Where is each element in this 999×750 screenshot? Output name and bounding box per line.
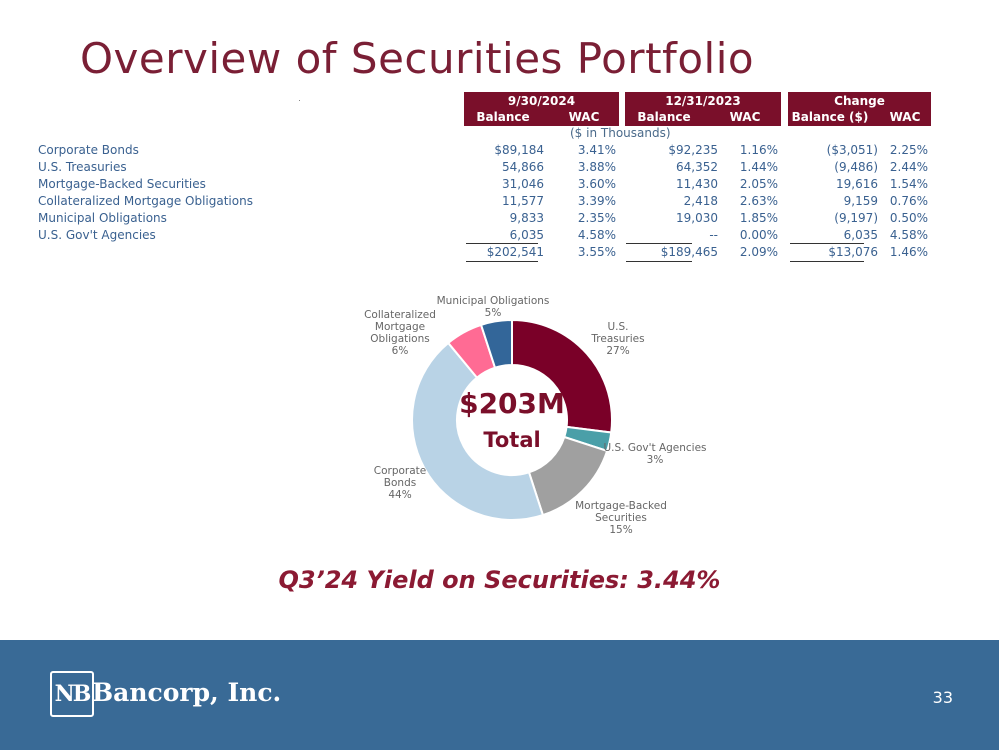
row-label: Corporate Bonds <box>38 143 139 157</box>
slice-label-corporate: Corporate Bonds 44% <box>373 465 427 501</box>
cell-wac-2024: 4.58% <box>577 228 616 242</box>
subtotal-rule <box>626 243 692 244</box>
page-number: 33 <box>932 688 953 707</box>
slice-label-treasuries: U.S. Treasuries 27% <box>591 321 645 357</box>
slice-label-cmo: Collateralized Mortgage Obligations 6% <box>364 309 436 357</box>
cell-balance-2024: 9,833 <box>509 211 544 225</box>
donut-center-label: Total <box>483 428 541 452</box>
table-row: U.S. Gov't Agencies 6,035 4.58% -- 0.00%… <box>0 228 999 245</box>
cell-wac-2024: 3.41% <box>577 143 616 157</box>
cell-balance-2023: 19,030 <box>676 211 718 225</box>
table-row: Municipal Obligations 9,833 2.35% 19,030… <box>0 211 999 228</box>
cell-wac-2023: 1.44% <box>739 160 778 174</box>
row-label: Municipal Obligations <box>38 211 167 225</box>
header-balance: Balance <box>637 110 691 124</box>
securities-table: 9/30/2024 Balance WAC 12/31/2023 Balance… <box>0 0 999 270</box>
cell-balance-2023: 2,418 <box>683 194 718 208</box>
cell-wac-2023: 2.63% <box>739 194 778 208</box>
header-period-3: Change Balance ($) WAC <box>788 92 931 126</box>
header-period-1: 9/30/2024 Balance WAC <box>464 92 619 126</box>
cell-wac-change: 0.50% <box>889 211 928 225</box>
total-balance-2024: $202,541 <box>486 245 544 259</box>
table-row: U.S. Treasuries 54,866 3.88% 64,352 1.44… <box>0 160 999 177</box>
header-period-label: Change <box>834 94 885 108</box>
cell-balance-2024: 6,035 <box>509 228 544 242</box>
header-period-label: 9/30/2024 <box>507 94 576 108</box>
cell-wac-2023: 1.85% <box>739 211 778 225</box>
cell-wac-2024: 3.39% <box>577 194 616 208</box>
total-rule <box>466 261 538 262</box>
slice-label-gov-agencies: U.S. Gov't Agencies 3% <box>603 442 707 466</box>
cell-balance-2024: 11,577 <box>502 194 544 208</box>
cell-balance-change: 19,616 <box>836 177 878 191</box>
header-balance: Balance ($) <box>791 110 869 124</box>
total-rule <box>790 261 864 262</box>
total-wac-2023: 2.09% <box>739 245 778 259</box>
donut-slice-u-s-treasuries <box>511 318 613 434</box>
cell-wac-2024: 3.88% <box>577 160 616 174</box>
donut-center-amount: $203M <box>459 387 565 420</box>
row-label: Mortgage-Backed Securities <box>38 177 206 191</box>
cell-balance-2024: 31,046 <box>502 177 544 191</box>
total-balance-2023: $189,465 <box>660 245 718 259</box>
total-wac-change: 1.46% <box>889 245 928 259</box>
yield-callout: Q3’24 Yield on Securities: 3.44% <box>278 566 721 594</box>
header-period-label: 12/31/2023 <box>665 94 741 108</box>
cell-balance-change: (9,197) <box>834 211 878 225</box>
header-wac: WAC <box>568 110 600 124</box>
cell-balance-change: (9,486) <box>834 160 878 174</box>
donut-slice-municipal-obligations <box>479 318 513 369</box>
header-wac: WAC <box>729 110 761 124</box>
cell-wac-2024: 3.60% <box>577 177 616 191</box>
slice-label-mbs: Mortgage-Backed Securities 15% <box>575 500 667 536</box>
units-note: ($ in Thousands) <box>570 126 671 140</box>
table-total-row: $202,541 3.55% $189,465 2.09% $13,076 1.… <box>0 245 999 262</box>
company-logo-mark: NB <box>50 671 94 717</box>
slice-label-municipal: Municipal Obligations 5% <box>436 295 550 319</box>
cell-wac-2023: 1.16% <box>739 143 778 157</box>
cell-balance-2023: -- <box>709 228 718 242</box>
portfolio-donut-chart: $203M Total U.S. Treasuries 27% U.S. Gov… <box>340 285 740 545</box>
subtotal-rule <box>466 243 538 244</box>
cell-balance-2023: 64,352 <box>676 160 718 174</box>
cell-balance-2023: 11,430 <box>676 177 718 191</box>
cell-balance-change: ($3,051) <box>826 143 878 157</box>
footer-bar: NB Bancorp, Inc. 33 <box>0 640 999 750</box>
row-label: Collateralized Mortgage Obligations <box>38 194 253 208</box>
cell-balance-2023: $92,235 <box>668 143 718 157</box>
cell-wac-change: 0.76% <box>889 194 928 208</box>
total-wac-2024: 3.55% <box>577 245 616 259</box>
cell-wac-change: 2.25% <box>889 143 928 157</box>
header-balance: Balance <box>476 110 530 124</box>
row-label: U.S. Treasuries <box>38 160 127 174</box>
donut-svg <box>411 318 613 521</box>
cell-wac-change: 1.54% <box>889 177 928 191</box>
table-row: Collateralized Mortgage Obligations 11,5… <box>0 194 999 211</box>
cell-wac-change: 2.44% <box>889 160 928 174</box>
cell-wac-change: 4.58% <box>889 228 928 242</box>
total-balance-change: $13,076 <box>828 245 878 259</box>
decorative-dot <box>299 100 300 101</box>
cell-balance-change: 9,159 <box>843 194 878 208</box>
cell-wac-2024: 2.35% <box>577 211 616 225</box>
company-name: Bancorp, Inc. <box>92 678 282 707</box>
donut-slice-corporate-bonds <box>411 341 545 521</box>
header-wac: WAC <box>889 110 921 124</box>
total-rule <box>626 261 692 262</box>
cell-wac-2023: 0.00% <box>739 228 778 242</box>
table-row: Corporate Bonds $89,184 3.41% $92,235 1.… <box>0 143 999 160</box>
cell-balance-2024: $89,184 <box>494 143 544 157</box>
row-label: U.S. Gov't Agencies <box>38 228 156 242</box>
subtotal-rule <box>790 243 864 244</box>
cell-balance-change: 6,035 <box>843 228 878 242</box>
table-row: Mortgage-Backed Securities 31,046 3.60% … <box>0 177 999 194</box>
cell-balance-2024: 54,866 <box>502 160 544 174</box>
cell-wac-2023: 2.05% <box>739 177 778 191</box>
page-title: Overview of Securities Portfolio <box>80 34 755 83</box>
header-period-2: 12/31/2023 Balance WAC <box>625 92 781 126</box>
